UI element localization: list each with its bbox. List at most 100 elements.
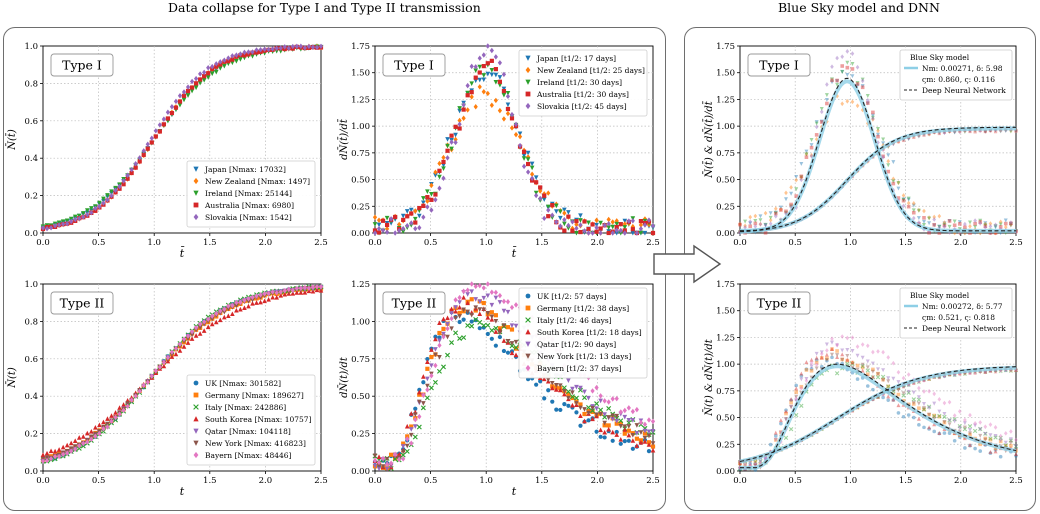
faded-point [855, 64, 860, 70]
data-point [485, 322, 491, 328]
faded-point [860, 355, 865, 360]
data-point [582, 418, 587, 424]
faded-point [743, 219, 748, 224]
faded-point [891, 376, 896, 381]
x-tick-label: 0.5 [788, 476, 802, 486]
data-point [417, 225, 422, 231]
faded-point [993, 425, 998, 430]
faded-point [927, 231, 931, 235]
data-point [181, 89, 187, 95]
data-point [626, 428, 631, 433]
faded-point [876, 367, 880, 372]
y-axis-label: N̄(t̄) [6, 129, 18, 151]
data-point [630, 418, 636, 423]
faded-point [942, 130, 947, 134]
data-point [526, 161, 531, 167]
faded-point [937, 396, 942, 402]
data-point [310, 284, 316, 290]
legend-entry: Nm: 0.00272, δ: 5.77 [922, 302, 1003, 311]
y-tick-label: 0.50 [351, 176, 370, 186]
data-point [161, 116, 166, 122]
data-point [598, 427, 603, 433]
data-point [650, 441, 656, 446]
data-point [376, 222, 382, 228]
data-point [433, 336, 438, 342]
data-point [574, 384, 579, 390]
y-tick-label: 0.50 [716, 414, 735, 424]
y-tick-label: 1.25 [351, 280, 370, 290]
faded-point [743, 225, 747, 230]
data-point [606, 426, 611, 432]
faded-point [855, 83, 860, 88]
faded-point [983, 224, 988, 229]
faded-point [891, 176, 896, 182]
data-point [457, 300, 462, 305]
data-point [493, 67, 498, 72]
data-point [549, 385, 555, 391]
data-point [429, 347, 434, 352]
data-point [489, 58, 494, 63]
faded-point [922, 208, 926, 214]
faded-point [932, 401, 937, 406]
dnn-cdf-curve [739, 366, 1017, 463]
legend-entry: ςm: 0.860, ς: 0.116 [922, 75, 995, 84]
faded-point [993, 222, 998, 228]
faded-point [865, 97, 870, 103]
data-point [73, 216, 78, 223]
data-point [129, 170, 134, 176]
faded-point [768, 442, 773, 447]
faded-point [911, 201, 916, 206]
data-point [40, 458, 46, 464]
faded-point [789, 404, 794, 409]
data-point [202, 74, 207, 79]
faded-point [963, 417, 967, 423]
data-point [401, 217, 406, 222]
data-point [441, 159, 446, 165]
faded-point [870, 369, 875, 374]
data-point [105, 424, 110, 430]
legend-entry: Ireland [t1/2: 30 days] [537, 78, 622, 87]
faded-point [957, 222, 962, 226]
faded-point [804, 378, 809, 384]
data-point [642, 222, 648, 228]
data-point [606, 415, 611, 420]
faded-point [860, 368, 865, 373]
data-point [505, 350, 511, 355]
data-point [105, 197, 110, 203]
faded-point [840, 54, 845, 60]
data-point [157, 129, 162, 134]
data-point [477, 299, 483, 305]
data-point [389, 460, 394, 467]
data-point [453, 139, 458, 146]
legend-marker [525, 293, 531, 299]
legend: Japan [t1/2: 17 days]New Zealand [t1/2: … [518, 49, 648, 117]
data-point [501, 298, 507, 305]
faded-point [947, 418, 952, 423]
faded-point [891, 397, 896, 402]
faded-point [968, 442, 972, 447]
faded-point [922, 378, 926, 383]
faded-point [932, 429, 937, 434]
data-point [97, 200, 102, 206]
faded-point [809, 137, 814, 142]
faded-point [978, 427, 983, 432]
data-point [578, 402, 583, 407]
faded-point [896, 180, 901, 185]
data-point [481, 307, 487, 313]
faded-point [819, 107, 824, 112]
data-point [278, 292, 284, 298]
faded-point [738, 221, 742, 227]
data-point [473, 297, 479, 302]
data-point [473, 317, 479, 323]
data-point [610, 230, 615, 236]
faded-point [917, 134, 921, 139]
faded-point [876, 371, 880, 376]
faded-point [932, 223, 937, 228]
data-point [129, 166, 134, 173]
faded-point [748, 462, 753, 467]
data-point [77, 443, 82, 449]
legend-entry: Bayern [t1/2: 37 days] [537, 364, 622, 373]
data-point [562, 217, 567, 223]
faded-point [963, 372, 967, 376]
faded-point [850, 360, 855, 365]
